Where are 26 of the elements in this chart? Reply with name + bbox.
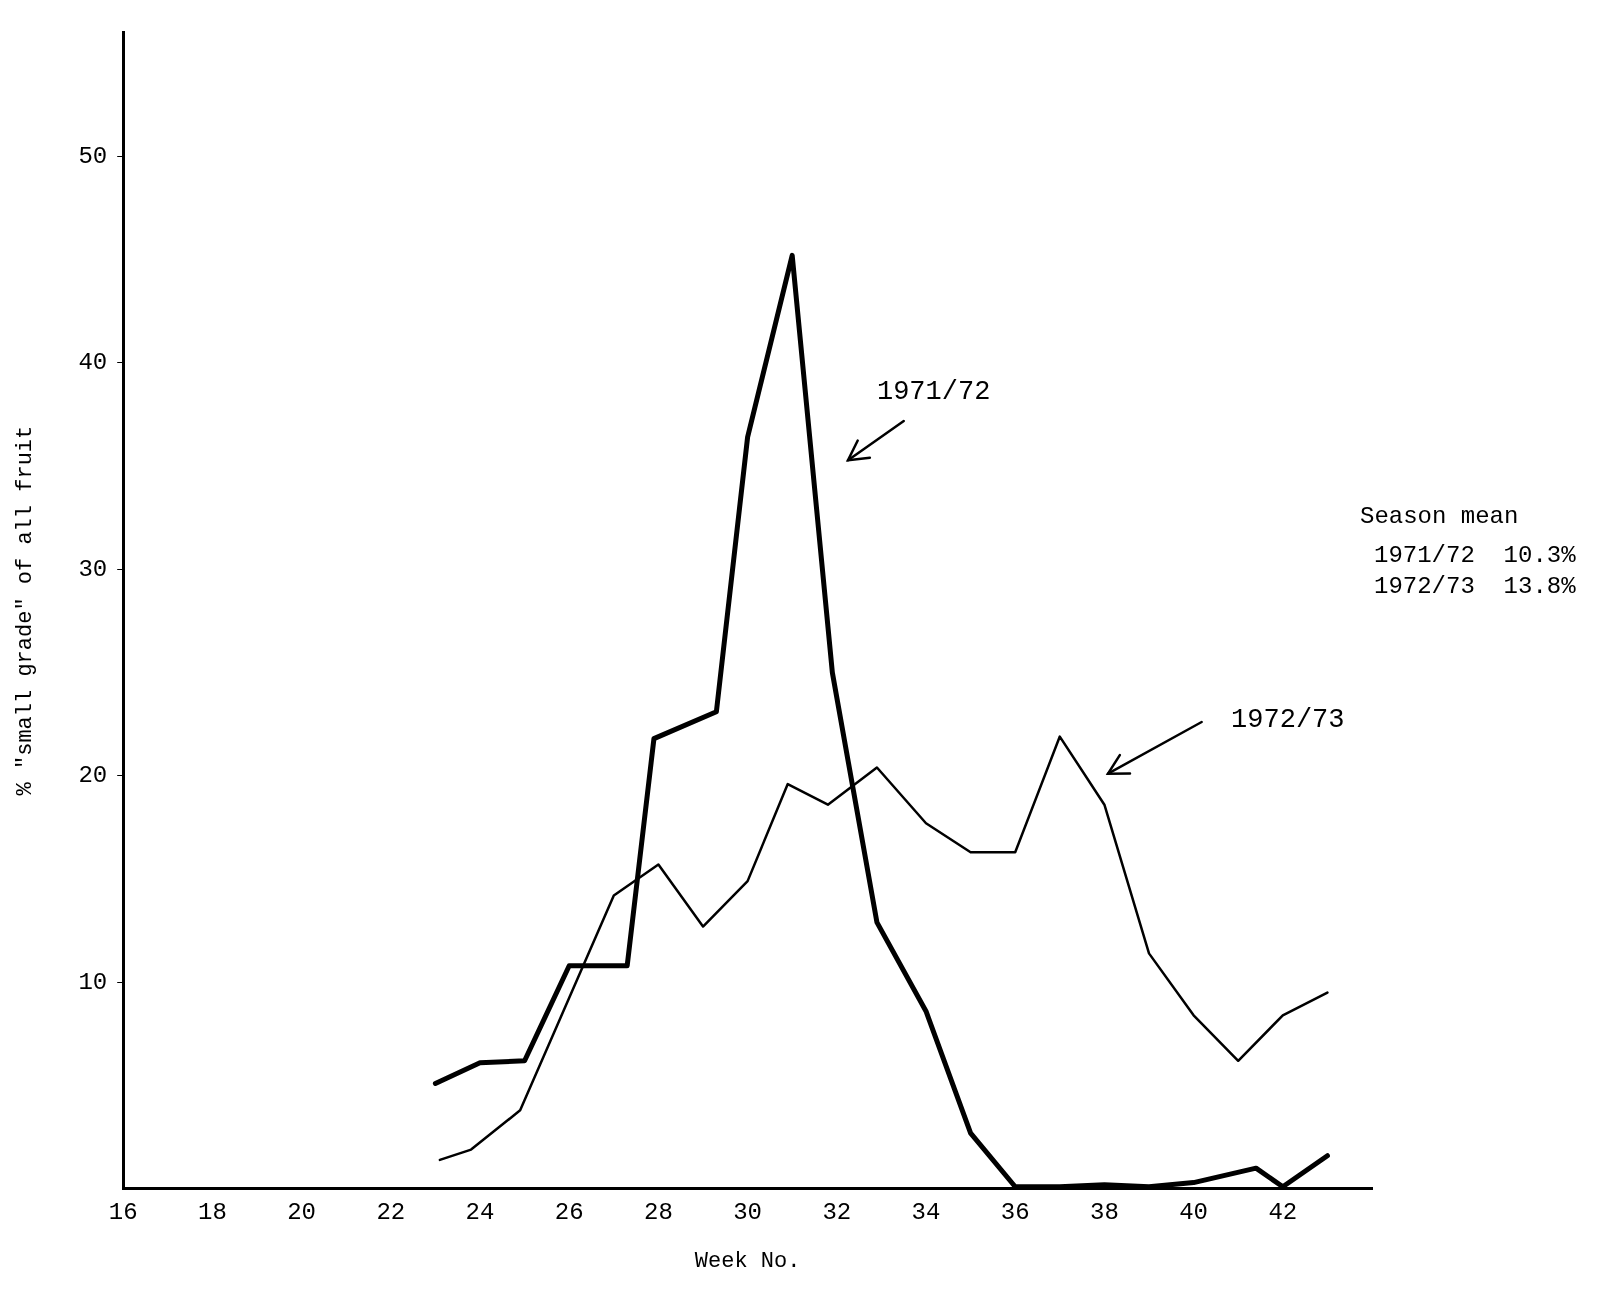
x-tick-label: 20 (287, 1198, 317, 1226)
x-tick-label: 18 (198, 1198, 227, 1226)
x-tick-label: 28 (644, 1198, 673, 1226)
x-tick-label: 32 (822, 1198, 852, 1226)
x-tick-label: 40 (1179, 1198, 1209, 1226)
x-tick-label: 34 (911, 1198, 941, 1226)
x-tick-label: 36 (1000, 1198, 1030, 1226)
y-tick-label: 40 (78, 349, 108, 377)
annotation: Season mean (1360, 503, 1519, 531)
x-tick-label: 38 (1089, 1198, 1119, 1226)
text: 1972/73 13.8% (1374, 573, 1577, 601)
x-tick-label: 26 (554, 1198, 584, 1226)
y-tick-label: 50 (78, 142, 108, 170)
y-tick-label: 10 (78, 968, 108, 996)
x-tick-label: 16 (108, 1198, 138, 1226)
x-tick-label: 42 (1268, 1198, 1298, 1226)
x-tick-label: 22 (376, 1198, 406, 1226)
text: 1972/73 (1231, 705, 1345, 736)
y-tick-label: 20 (78, 762, 108, 790)
text: 1971/72 10.3% (1374, 542, 1577, 570)
text: 1971/72 (876, 376, 991, 407)
x-tick-label: 24 (465, 1198, 495, 1226)
y-axis-title: % "small grade" of all fruit (13, 425, 39, 796)
x-tick-label: 30 (733, 1198, 763, 1226)
y-tick-label: 30 (78, 555, 108, 583)
x-axis-title: Week No. (694, 1248, 801, 1274)
